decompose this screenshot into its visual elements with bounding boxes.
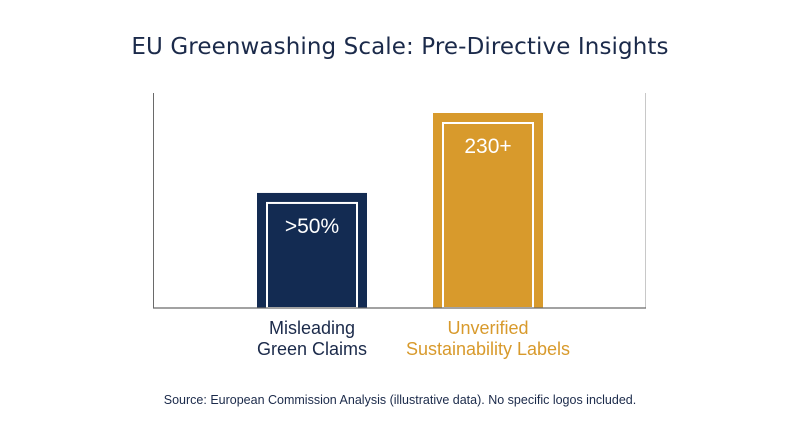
category-label-1: Misleading Green Claims xyxy=(202,318,422,360)
category-label-line: Green Claims xyxy=(256,339,368,359)
bar-data-label: >50% xyxy=(285,215,339,238)
category-label-line: Unverified xyxy=(447,318,529,338)
category-label-line: Misleading xyxy=(268,318,356,338)
bar-1: >50% xyxy=(257,192,367,309)
category-label-line: Sustainability Labels xyxy=(405,339,571,359)
bar-2: 230+ xyxy=(433,113,543,309)
bars-layer: >50% 230+ xyxy=(257,113,543,309)
chart-title: EU Greenwashing Scale: Pre-Directive Ins… xyxy=(131,34,669,60)
bar-data-label: 230+ xyxy=(464,135,511,158)
source-note: Source: European Commission Analysis (il… xyxy=(163,393,637,407)
bar-fill xyxy=(257,192,367,308)
category-label-2: Unverified Sustainability Labels xyxy=(378,318,598,360)
bar-fill xyxy=(433,113,543,308)
